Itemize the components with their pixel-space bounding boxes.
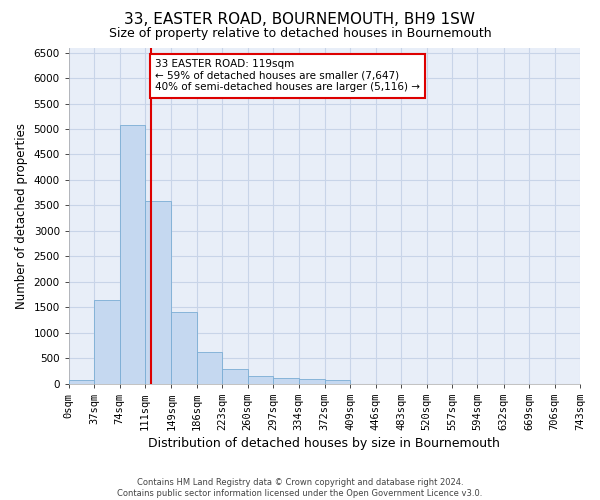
- Bar: [120, 125, 145, 384]
- Bar: [273, 378, 299, 384]
- Y-axis label: Number of detached properties: Number of detached properties: [15, 122, 28, 308]
- Bar: [172, 312, 197, 384]
- Bar: [94, 300, 120, 384]
- Bar: [325, 380, 350, 384]
- Text: 33 EASTER ROAD: 119sqm
← 59% of detached houses are smaller (7,647)
40% of semi-: 33 EASTER ROAD: 119sqm ← 59% of detached…: [155, 60, 420, 92]
- Bar: [222, 369, 248, 384]
- Bar: [248, 376, 273, 384]
- Bar: [197, 352, 222, 384]
- Text: Contains HM Land Registry data © Crown copyright and database right 2024.
Contai: Contains HM Land Registry data © Crown c…: [118, 478, 482, 498]
- Bar: [299, 380, 325, 384]
- Bar: [145, 200, 172, 384]
- Bar: [69, 380, 94, 384]
- Text: Size of property relative to detached houses in Bournemouth: Size of property relative to detached ho…: [109, 28, 491, 40]
- Text: 33, EASTER ROAD, BOURNEMOUTH, BH9 1SW: 33, EASTER ROAD, BOURNEMOUTH, BH9 1SW: [125, 12, 476, 28]
- X-axis label: Distribution of detached houses by size in Bournemouth: Distribution of detached houses by size …: [148, 437, 500, 450]
